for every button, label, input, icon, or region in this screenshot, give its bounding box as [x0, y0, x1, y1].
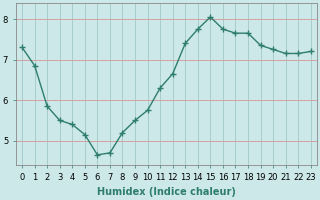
X-axis label: Humidex (Indice chaleur): Humidex (Indice chaleur) [97, 187, 236, 197]
